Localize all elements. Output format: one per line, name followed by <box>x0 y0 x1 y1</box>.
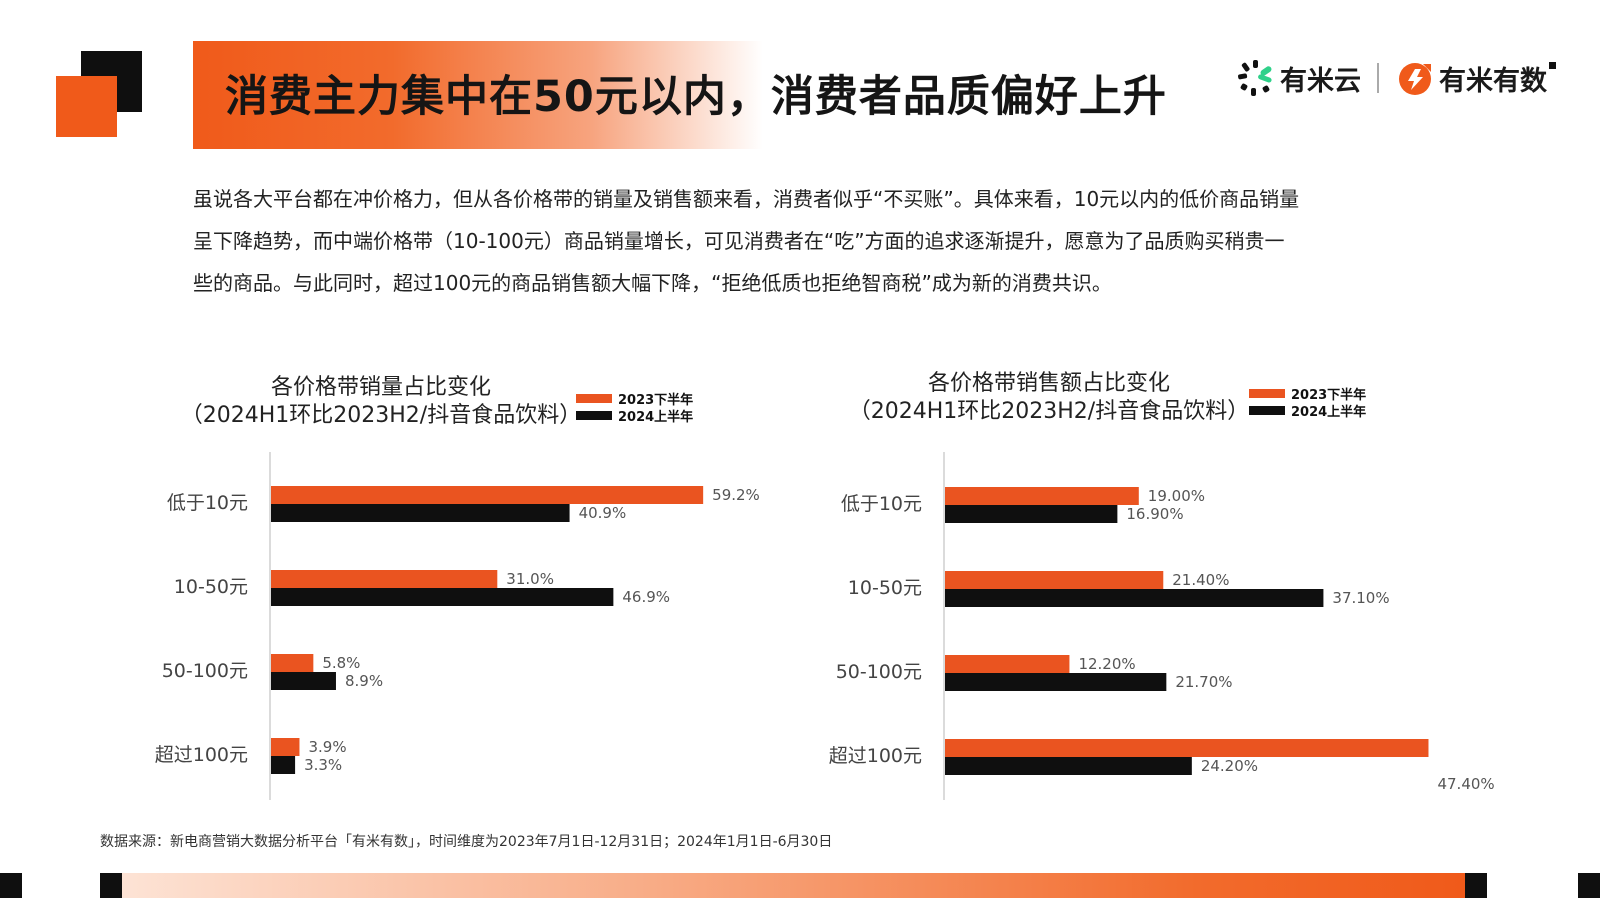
bar-data-label: 59.2% <box>712 486 760 504</box>
bar-data-label: 19.00% <box>1148 487 1205 505</box>
bar-data-label: 3.9% <box>308 738 346 756</box>
legend-swatch-black <box>1249 406 1285 415</box>
bar-data-label: 24.20% <box>1201 757 1258 775</box>
bar-2024h1 <box>271 756 296 774</box>
footer-gradient-bar <box>122 873 1465 898</box>
category-tick-label: 50-100元 <box>162 660 248 682</box>
legend-item-2024h1: 2024上半年 <box>576 407 694 425</box>
legend-label: 2023下半年 <box>1291 388 1367 403</box>
legend-item-2024h1: 2024上半年 <box>1249 402 1367 420</box>
bar-data-label: 16.90% <box>1126 505 1183 523</box>
bar-data-label: 3.3% <box>304 756 342 774</box>
chart-subtitle: （2024H1环比2023H2/抖音食品饮料） <box>180 403 582 428</box>
bar-data-label: 47.40% <box>1437 775 1494 793</box>
logo-divider <box>1377 63 1379 93</box>
decorative-orange-square <box>56 76 117 137</box>
chart-legend: 2023下半年 2024上半年 <box>1249 385 1367 420</box>
bar-data-label: 21.40% <box>1172 571 1229 589</box>
bar-plot: 低于10元 19.00%16.90% 10-50元 21.40% 37.10% 50-10… <box>829 452 1495 800</box>
page-title: 消费主力集中在50元以内，消费者品质偏好上升 <box>225 72 1167 122</box>
youmi-cloud-logo-text: 有米云 <box>1280 65 1361 97</box>
chart-title-block: 各价格带销售额占比变化 （2024H1环比2023H2/抖音食品饮料） <box>844 370 1254 426</box>
legend-label: 2023下半年 <box>618 393 694 408</box>
youmi-cloud-logo-icon <box>1238 60 1272 96</box>
intro-line: 呈下降趋势，而中端价格带（10-100元）商品销量增长，可见消费者在“吃”方面的… <box>193 229 1285 253</box>
chart-subtitle: （2024H1环比2023H2/抖音食品饮料） <box>848 399 1250 424</box>
bar-2023h2 <box>945 739 1429 757</box>
category-tick-label: 超过100元 <box>829 745 922 767</box>
bar-2024h1 <box>945 673 1167 691</box>
youmi-data-logo-text: 有米有数 <box>1439 65 1547 97</box>
bar-2023h2 <box>945 487 1139 505</box>
legend-label: 2024上半年 <box>1291 405 1367 420</box>
bar-2024h1 <box>945 757 1192 775</box>
bar-2024h1 <box>945 589 1324 607</box>
bar-2023h2 <box>271 738 300 756</box>
bar-data-label: 46.9% <box>622 588 670 606</box>
chart-title: 各价格带销售额占比变化 <box>927 371 1170 396</box>
bar-data-label: 8.9% <box>345 672 383 690</box>
bar-data-label: 21.70% <box>1175 673 1232 691</box>
chart-title: 各价格带销量占比变化 <box>270 375 491 400</box>
category-tick-label: 超过100元 <box>155 744 248 766</box>
sales-volume-share-chart: 各价格带销量占比变化 （2024H1环比2023H2/抖音食品饮料） 2023下… <box>140 370 900 810</box>
legend-swatch-black <box>576 411 612 420</box>
category-tick-label: 50-100元 <box>836 661 922 683</box>
legend-item-2023h2: 2023下半年 <box>576 390 694 408</box>
youmi-data-logo-icon <box>1399 63 1431 95</box>
intro-line: 虽说各大平台都在冲价格力，但从各价格带的销量及销售额来看，消费者似乎“不买账”。… <box>193 187 1300 211</box>
brand-logos: 有米云 有米有数 <box>1236 56 1556 100</box>
intro-line: 些的商品。与此同时，超过100元的商品销售额大幅下降，“拒绝低质也拒绝智商税”成… <box>193 271 1112 295</box>
logo-dot <box>1549 62 1556 69</box>
legend-item-2023h2: 2023下半年 <box>1249 385 1367 403</box>
category-tick-label: 10-50元 <box>848 577 922 599</box>
bar-2023h2 <box>271 654 314 672</box>
bar-2024h1 <box>271 504 570 522</box>
legend-swatch-orange <box>1249 389 1285 398</box>
bar-plot: 低于10元 59.2% 40.9% 10-50元 31.0% 46.9% 50-100元 5.… <box>155 452 760 800</box>
legend-swatch-orange <box>576 394 612 403</box>
bar-2024h1 <box>945 505 1118 523</box>
data-source-note: 数据来源：新电商营销大数据分析平台「有米有数」，时间维度为2023年7月1日-1… <box>100 834 833 850</box>
intro-paragraph: 虽说各大平台都在冲价格力，但从各价格带的销量及销售额来看，消费者似乎“不买账”。… <box>193 178 1483 304</box>
sales-amount-share-chart: 各价格带销售额占比变化 （2024H1环比2023H2/抖音食品饮料） 2023… <box>813 370 1573 810</box>
title-band <box>193 41 763 149</box>
footer-left-edge-square <box>0 873 22 898</box>
bar-2024h1 <box>271 672 336 690</box>
category-tick-label: 低于10元 <box>167 492 248 514</box>
bar-2023h2 <box>945 571 1164 589</box>
footer-right-edge-square <box>1578 873 1600 898</box>
bar-2023h2 <box>271 570 498 588</box>
chart-legend: 2023下半年 2024上半年 <box>576 390 694 425</box>
category-tick-label: 低于10元 <box>841 493 922 515</box>
legend-label: 2024上半年 <box>618 410 694 425</box>
category-tick-label: 10-50元 <box>174 576 248 598</box>
bar-data-label: 31.0% <box>506 570 554 588</box>
footer-right-square <box>1465 873 1487 898</box>
bar-2024h1 <box>271 588 614 606</box>
bar-data-label: 40.9% <box>579 504 627 522</box>
bar-2023h2 <box>945 655 1070 673</box>
bar-2023h2 <box>271 486 704 504</box>
footer-left-square <box>100 873 122 898</box>
bar-data-label: 5.8% <box>322 654 360 672</box>
bar-data-label: 37.10% <box>1332 589 1389 607</box>
bar-data-label: 12.20% <box>1078 655 1135 673</box>
chart-title-block: 各价格带销量占比变化 （2024H1环比2023H2/抖音食品饮料） <box>176 374 586 430</box>
